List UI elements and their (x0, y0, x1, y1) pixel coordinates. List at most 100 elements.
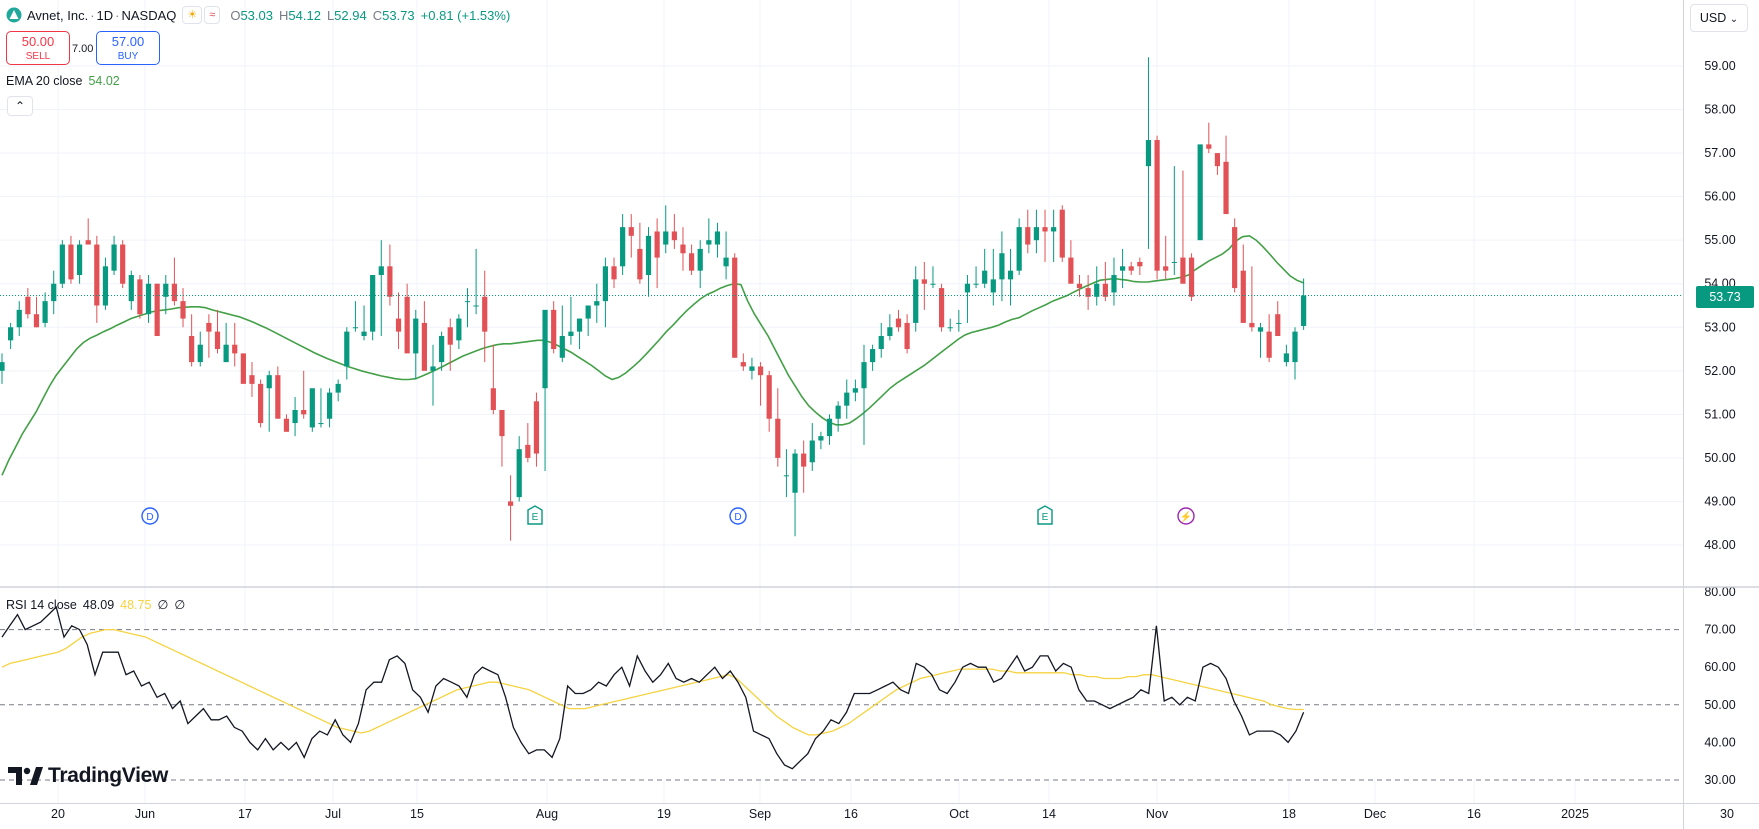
candle-body (1128, 266, 1134, 271)
earnings-marker-icon[interactable]: E (1037, 505, 1053, 525)
candle-body (887, 327, 893, 336)
rsi-y-tick-label: 80.00 (1704, 585, 1735, 599)
candle-body (723, 257, 729, 267)
chevron-up-icon[interactable]: ⌃ (7, 96, 33, 116)
candle-body (25, 296, 31, 315)
sell-button[interactable]: 50.00 SELL (6, 31, 70, 65)
candle-body (982, 270, 988, 284)
ema-line (1, 234, 1304, 476)
low-label: L (326, 7, 335, 23)
marker-letter: D (146, 512, 153, 523)
marker-shape (527, 505, 543, 525)
candle-body (370, 275, 376, 332)
x-tick-label: 16 (844, 807, 858, 821)
y-tick-label: 52.00 (1704, 364, 1735, 378)
x-tick-label: Jun (135, 807, 155, 821)
candle-body (844, 392, 850, 406)
candle-body (999, 253, 1005, 280)
x-tick-label: Sep (749, 807, 771, 821)
x-tick-label: 16 (1467, 807, 1481, 821)
data-mode-icon[interactable]: ≈ (204, 6, 221, 24)
rsi-ma-value: 48.75 (120, 598, 152, 612)
y-tick-label: 57.00 (1704, 146, 1735, 160)
candle-body (671, 231, 677, 241)
candle-body (740, 362, 746, 367)
candle-body (990, 279, 996, 293)
candle-body (258, 383, 264, 424)
candle-body (585, 305, 591, 319)
candle-body (818, 436, 824, 441)
tradingview-logo[interactable]: TradingView (8, 764, 168, 788)
candle-body (137, 279, 143, 315)
candle-body (59, 244, 65, 284)
x-tick-label: 17 (238, 807, 252, 821)
last-price-tag: 53.73 (1696, 286, 1754, 308)
candle-body (749, 366, 755, 371)
candle-body (1094, 283, 1100, 297)
candle-body (421, 322, 427, 371)
rsi-y-tick-label: 50.00 (1704, 698, 1735, 712)
x-tick-label: Oct (949, 807, 969, 821)
candle-body (171, 283, 177, 302)
candle-body (1016, 227, 1022, 271)
dividend-marker-icon[interactable]: D (729, 507, 747, 525)
marker-letter: E (1042, 512, 1049, 523)
candle-body (1223, 161, 1229, 215)
y-tick-label: 53.00 (1704, 320, 1735, 334)
y-tick-label: 48.00 (1704, 538, 1735, 552)
candle-body (654, 231, 660, 258)
event-markers[interactable]: D E D E ⚡ (141, 505, 1195, 525)
candle-body (516, 449, 522, 498)
candle-body (576, 318, 583, 332)
candle-body (430, 366, 436, 371)
market-status-icon[interactable]: ☀ (182, 6, 203, 24)
candle-body (930, 283, 936, 285)
currency-label: USD (1699, 11, 1727, 25)
earnings-marker-icon[interactable]: E (527, 505, 543, 525)
rsi-legend[interactable]: RSI 14 close 48.09 48.75 ∅ ∅ (6, 597, 185, 612)
candle-body (645, 235, 652, 276)
candle-body (533, 401, 540, 454)
x-tick-label: 14 (1042, 807, 1056, 821)
candle-body (94, 244, 100, 306)
buy-button[interactable]: 57.00 BUY (96, 31, 160, 65)
candle-body (921, 279, 927, 284)
y-tick-label: 56.00 (1704, 190, 1735, 204)
x-tick-label: 20 (51, 807, 65, 821)
rsi-y-tick-label: 60.00 (1704, 660, 1735, 674)
candle-body (102, 266, 109, 306)
dividend-marker-icon[interactable]: D (141, 507, 159, 525)
symbol-legend: Avnet, Inc. · 1D · NASDAQ ☀ ≈ O 53.03 H 54… (6, 6, 510, 24)
candle-body (378, 266, 384, 276)
candles (0, 57, 1683, 541)
lightning-marker-icon[interactable]: ⚡ (1177, 507, 1195, 525)
candle-body (706, 240, 712, 245)
candle-body (947, 327, 953, 329)
candle-body (542, 309, 548, 389)
rsi-extra-1: ∅ (157, 598, 169, 612)
candle-body (154, 283, 160, 336)
brand-name: TradingView (48, 764, 169, 787)
rsi-polyline (1, 605, 1305, 770)
candle-body (189, 335, 195, 363)
ema-legend[interactable]: EMA 20 close 54.02 (6, 74, 120, 88)
candle-body (197, 344, 203, 363)
candle-body (878, 335, 884, 350)
candle-body (490, 388, 496, 411)
interval-label[interactable]: 1D (96, 7, 114, 23)
candle-body (1197, 144, 1203, 241)
close-value: 53.73 (382, 7, 415, 23)
candle-body (439, 335, 445, 363)
x-tick-label: Jul (325, 807, 341, 821)
candle-body (145, 283, 152, 315)
candle-body (628, 227, 634, 236)
candle-body (128, 275, 134, 302)
candle-body (904, 322, 910, 350)
candle-body (714, 231, 721, 245)
candle-body (1163, 266, 1169, 271)
currency-dropdown[interactable]: USD ⌄ (1690, 4, 1748, 32)
candle-body (602, 266, 608, 302)
candle-body (120, 244, 126, 284)
